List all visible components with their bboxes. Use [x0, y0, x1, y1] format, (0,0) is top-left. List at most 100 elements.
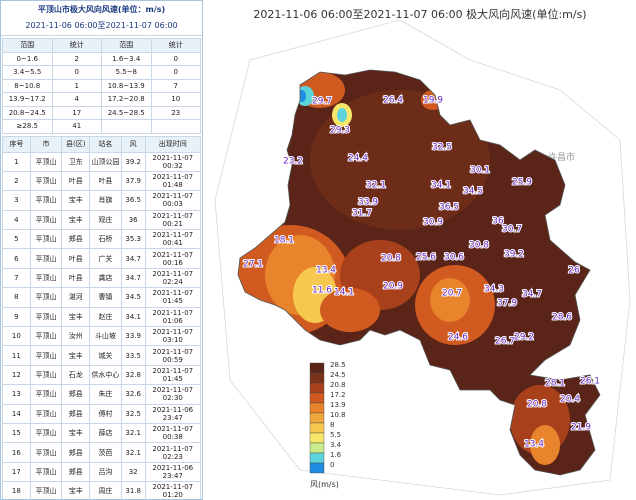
legend-swatch [309, 432, 325, 444]
cell: 宝丰 [61, 422, 91, 444]
legend-swatch [309, 452, 325, 464]
panel-subtitle: 2021-11-06 06:00至2021-11-07 06:00 [1, 17, 202, 36]
station-value: 29.3 [330, 126, 350, 136]
header-cell: 序号 [2, 135, 31, 153]
station-value: 28.1 [545, 379, 565, 389]
row: 10 平顶山 汝州 斗山坡 33.9 2021-11-07 03:10 [2, 326, 202, 347]
cell: 吕沟 [89, 461, 122, 483]
header-row: 序号市县(区) 站名风出现时间 [2, 135, 202, 153]
cell: 7 [150, 78, 201, 93]
cell: 广关 [89, 248, 122, 269]
cell: 10.8~13.9 [101, 78, 152, 93]
legend-swatch [309, 412, 325, 424]
station-value: 21.9 [571, 423, 591, 433]
legend-label: 1.6 [330, 451, 342, 459]
cell: 5.5~8 [101, 65, 152, 80]
cell: 2021-11-07 02:23 [144, 442, 202, 463]
cell: 宝丰 [61, 481, 91, 499]
cell: 平顶山 [29, 461, 63, 483]
station-value: 20.8 [527, 400, 547, 410]
legend-label: 10.8 [330, 411, 346, 419]
station-value: 13.4 [524, 440, 544, 450]
header-cell: 出现时间 [144, 135, 202, 153]
station-value: 31.7 [352, 209, 372, 219]
cell: 平顶山 [29, 481, 63, 499]
cell: 35.3 [120, 229, 146, 250]
cell: 31.8 [120, 481, 146, 499]
cell: 12 [2, 364, 31, 386]
cell: 汝州 [61, 326, 91, 347]
cell: 10 [150, 92, 201, 107]
cell: 2021-11-06 23:47 [144, 403, 202, 424]
neighbor-border [214, 19, 631, 496]
legend-label: 13.9 [330, 401, 346, 409]
cell: 1 [2, 151, 31, 172]
cell: 宝丰 [61, 190, 91, 211]
cell: 平顶山 [29, 229, 63, 250]
cell: 平顶山 [29, 151, 63, 172]
cell: 5 [2, 229, 31, 250]
cell: 2021-11-07 00:03 [144, 190, 202, 211]
station-value: 25.6 [416, 253, 436, 263]
row: 0~1.6 2 1.6~3.4 0 [2, 51, 201, 66]
cell: 7 [2, 267, 31, 289]
cell: 平顶山 [29, 306, 63, 328]
station-value: 34.1 [431, 181, 451, 191]
cell: 平顶山 [29, 384, 63, 405]
cell: 叶县 [61, 267, 91, 289]
cell: 41 [51, 119, 102, 134]
row: 15 平顶山 宝丰 薛店 32.1 2021-11-07 00:38 [2, 422, 202, 444]
cell: 赵庄 [89, 306, 122, 328]
legend-label: 24.5 [330, 371, 346, 379]
station-value: 26.7 [495, 337, 515, 347]
cell: 斗山坡 [89, 326, 122, 347]
station-value: 27.1 [243, 260, 263, 270]
cell: 2021-11-07 00:41 [144, 229, 202, 250]
cell: 2021-11-07 01:45 [144, 364, 202, 386]
row: 16 平顶山 郏县 茨芭 32.1 2021-11-07 02:23 [2, 442, 202, 463]
cell: 平顶山 [29, 209, 63, 231]
station-value: 34.5 [463, 187, 483, 197]
cell: 32.1 [120, 422, 146, 444]
cell: 32.5 [120, 403, 146, 424]
row: 8~10.8 1 10.8~13.9 7 [2, 78, 201, 93]
station-value: 23.2 [283, 157, 303, 167]
row: 4 平顶山 宝丰 观庄 36 2021-11-07 00:21 [2, 209, 202, 231]
cell: 平顶山 [29, 422, 63, 444]
cell: 23 [150, 105, 201, 120]
row: 14 平顶山 郏县 傅村 32.5 2021-11-06 23:47 [2, 403, 202, 424]
cell: 宝丰 [61, 345, 91, 366]
fields [238, 72, 570, 465]
cell: 6 [2, 248, 31, 269]
cell: 14 [2, 403, 31, 424]
cell: 叶县 [61, 248, 91, 269]
cell: 36.5 [120, 190, 146, 211]
legend: 28.5 24.5 20.8 17.2 13.9 10.8 8 5.5 3.4 1.6 0 风(m/s… [309, 361, 346, 489]
cell: 平顶山 [29, 170, 63, 192]
station-value: 37.9 [497, 299, 517, 309]
header-cell: 站名 [89, 135, 122, 153]
row: 20.8~24.5 17 24.5~28.5 23 [2, 105, 201, 120]
row: 6 平顶山 叶县 广关 34.7 2021-11-07 00:16 [2, 248, 202, 269]
station-value: 30.9 [423, 218, 443, 228]
row: 9 平顶山 宝丰 赵庄 34.1 2021-11-07 01:06 [2, 306, 202, 328]
cell: 20.8~24.5 [2, 105, 53, 120]
cell: 8~10.8 [2, 78, 53, 93]
cell: 36 [120, 209, 146, 231]
station-value: 18.1 [274, 236, 294, 246]
station-value: 26.4 [383, 96, 403, 106]
cell: 傅村 [89, 403, 122, 424]
region-border [237, 69, 601, 476]
row: 7 平顶山 叶县 龚店 34.7 2021-11-07 02:24 [2, 267, 202, 289]
cell: 24.5~28.5 [101, 105, 152, 120]
field [430, 278, 470, 322]
row: 3 平顶山 宝丰 肖旗 36.5 2021-11-07 00:03 [2, 190, 202, 211]
panel-title: 平顶山市极大风向风速(单位：m/s) [37, 5, 166, 14]
legend-swatch [309, 392, 325, 404]
cell: 石龙 [61, 364, 91, 386]
cell: 观庄 [89, 209, 122, 231]
station-value: 24.4 [348, 154, 368, 164]
legend-swatch [309, 422, 325, 434]
cell: 2021-11-07 00:38 [144, 422, 202, 444]
cell: 2021-11-07 02:24 [144, 267, 202, 289]
